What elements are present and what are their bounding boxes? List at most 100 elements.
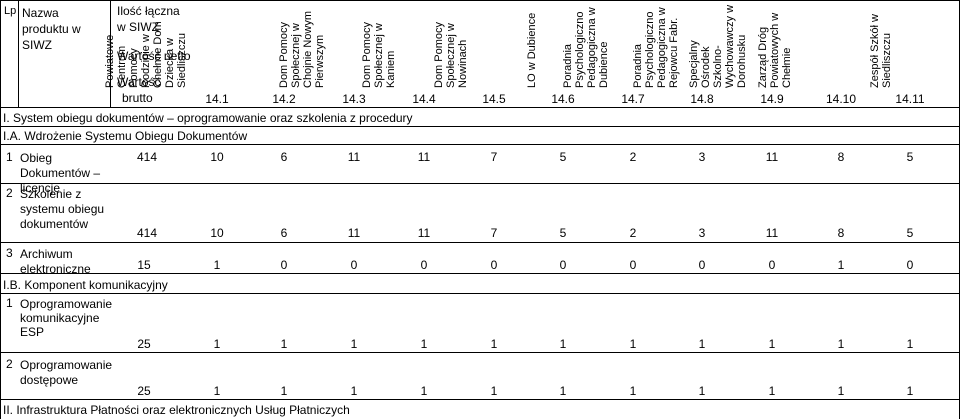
table-cell: 1	[213, 337, 221, 351]
row-qty: 15	[137, 258, 151, 272]
row-lp: 2	[6, 186, 13, 200]
column-code: 14.3	[342, 92, 366, 106]
row-name: Oprogramowanie komunikacyjne ESP	[20, 297, 113, 339]
column-code: 14.5	[482, 92, 506, 106]
column-line	[110, 0, 111, 107]
row-line	[0, 242, 960, 243]
table-cell: 1	[559, 384, 567, 398]
table-border-left	[0, 0, 1, 419]
table-cell: 1	[213, 258, 221, 272]
column-header-14-10: Zespół Szkół w Siedliszczu	[869, 14, 893, 88]
row-name: Szkolenie z systemu obiegu dokumentów	[20, 187, 105, 231]
table-cell: 10	[210, 226, 224, 240]
table-cell: 0	[768, 258, 776, 272]
table-cell: 1	[629, 384, 637, 398]
table-cell: 1	[698, 337, 706, 351]
table-cell: 0	[280, 258, 288, 272]
column-code: 14.2	[272, 92, 296, 106]
section-line	[0, 293, 960, 294]
table-cell: 7	[490, 226, 498, 240]
row-name: Oprogramowanie dostępowe	[20, 358, 113, 387]
header-lp: Lp	[4, 5, 17, 17]
header-gross-line1: Wartość	[117, 75, 161, 89]
header-gross-line2: brutto	[122, 91, 153, 105]
row-lp: 3	[6, 246, 13, 260]
table-cell: 2	[629, 150, 637, 164]
table-cell: 11	[417, 150, 431, 164]
table-cell: 2	[629, 226, 637, 240]
section-title: I. System obiegu dokumentów – oprogramow…	[3, 111, 413, 125]
table-cell: 1	[629, 337, 637, 351]
header-product-name: Nazwa produktu w SIWZ	[22, 6, 81, 52]
table-cell: 1	[490, 337, 498, 351]
table-cell: 1	[837, 337, 845, 351]
table-cell: 8	[837, 226, 845, 240]
row-qty: 414	[136, 150, 158, 164]
column-header-14-9: Zarząd Dróg Powiatowych w Chełmie	[757, 12, 793, 88]
column-header-14-1: Powiatowe Centrum Pomocy Rodzinie w Cheł…	[104, 21, 188, 88]
row-lp: 1	[6, 150, 13, 164]
table-cell: 11	[765, 226, 779, 240]
table-cell: 1	[490, 384, 498, 398]
row-line	[0, 399, 960, 400]
table-cell: 1	[280, 384, 288, 398]
column-code: 14.1	[205, 92, 229, 106]
table-cell: 5	[906, 226, 914, 240]
table-cell: 6	[280, 150, 288, 164]
table-cell: 0	[559, 258, 567, 272]
table-cell: 7	[490, 150, 498, 164]
table-cell: 8	[837, 150, 845, 164]
column-code: 14.7	[621, 92, 645, 106]
table-cell: 0	[350, 258, 358, 272]
table-cell: 1	[420, 384, 428, 398]
row-line	[0, 183, 960, 184]
table-cell: 11	[765, 150, 779, 164]
section-line	[0, 126, 960, 127]
row-qty: 25	[137, 384, 151, 398]
table-cell: 1	[213, 384, 221, 398]
column-code: 14.8	[690, 92, 714, 106]
table-cell: 1	[837, 384, 845, 398]
table-cell: 1	[837, 258, 845, 272]
row-lp: 1	[6, 296, 13, 310]
table-cell: 0	[698, 258, 706, 272]
section-title: I.B. Komponent komunikacyjny	[3, 278, 168, 292]
table-cell: 10	[210, 150, 224, 164]
row-line	[0, 273, 960, 274]
column-code: 14.6	[551, 92, 575, 106]
table-cell: 1	[768, 384, 776, 398]
row-line	[0, 352, 960, 353]
section-title: II. Infrastruktura Płatności oraz elektr…	[3, 403, 350, 417]
column-line	[18, 0, 19, 107]
table-cell: 6	[280, 226, 288, 240]
table-cell: 1	[280, 337, 288, 351]
table-cell: 1	[350, 384, 358, 398]
row-qty: 25	[137, 337, 151, 351]
row-name: Archiwum elektroniczne	[20, 247, 91, 276]
table-border-top	[0, 0, 960, 1]
table-cell: 0	[420, 258, 428, 272]
table-cell: 5	[559, 226, 567, 240]
table-cell: 1	[906, 384, 914, 398]
header-net-value: Wartość netto	[117, 49, 191, 63]
table-cell: 3	[698, 150, 706, 164]
table-cell: 5	[906, 150, 914, 164]
table-cell: 0	[490, 258, 498, 272]
header-qty-line1: Ilość łączna	[117, 4, 180, 18]
table-cell: 0	[629, 258, 637, 272]
table-cell: 1	[350, 337, 358, 351]
column-code: 14.11	[895, 92, 925, 106]
table-cell: 1	[906, 337, 914, 351]
table-cell: 1	[559, 337, 567, 351]
table-cell: 11	[417, 226, 431, 240]
row-name: Obieg Dokumentów – licencje	[20, 151, 101, 195]
row-lp: 2	[6, 357, 13, 371]
table-cell: 1	[698, 384, 706, 398]
section-title: I.A. Wdrożenie Systemu Obiegu Dokumentów	[3, 129, 248, 143]
table-cell: 0	[906, 258, 914, 272]
header-bottom-line	[0, 107, 960, 108]
header-qty-line2: w SIWZ	[117, 20, 159, 34]
column-code: 14.4	[412, 92, 436, 106]
table-cell: 5	[559, 150, 567, 164]
